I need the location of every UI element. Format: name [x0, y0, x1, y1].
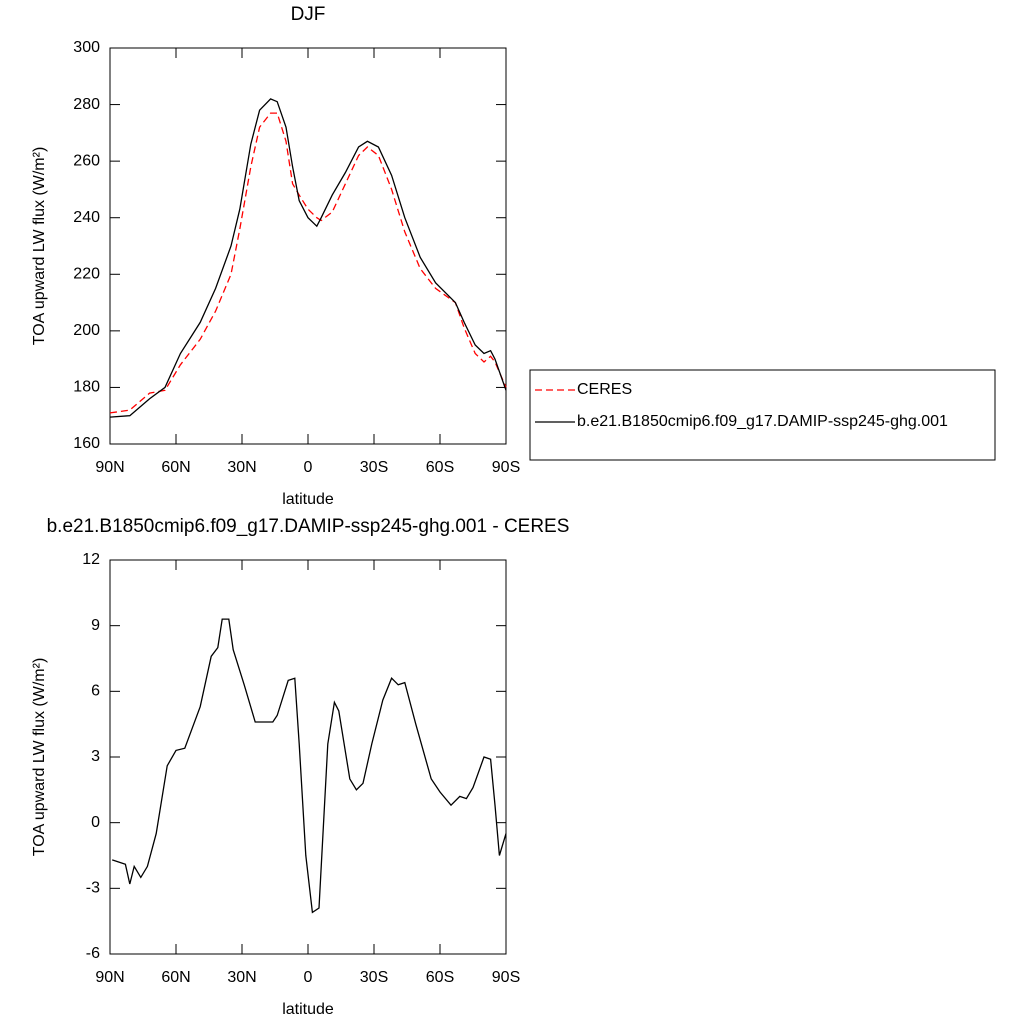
y-axis-label: TOA upward LW flux (W/m²)	[31, 658, 48, 857]
y-tick-label: 200	[73, 322, 100, 339]
y-tick-label: 3	[91, 748, 100, 765]
y-tick-label: 180	[73, 379, 100, 396]
chart-title: b.e21.B1850cmip6.f09_g17.DAMIP-ssp245-gh…	[47, 516, 570, 537]
legend-box	[529, 369, 996, 461]
series-line	[111, 618, 507, 914]
x-tick-label: 60S	[426, 969, 454, 986]
y-tick-label: 240	[73, 209, 100, 226]
y-tick-label: 12	[82, 551, 100, 568]
plot-frame	[109, 47, 507, 445]
legend-label: CERES	[577, 381, 632, 398]
x-tick-label: 90N	[95, 459, 124, 476]
y-tick-label: -3	[86, 880, 100, 897]
chart-title: DJF	[291, 4, 326, 25]
x-tick-label: 60N	[161, 459, 190, 476]
x-tick-label: 60N	[161, 969, 190, 986]
legend-label: b.e21.B1850cmip6.f09_g17.DAMIP-ssp245-gh…	[577, 413, 948, 430]
y-tick-label: 220	[73, 266, 100, 283]
x-tick-label: 90S	[492, 969, 520, 986]
y-axis-label: TOA upward LW flux (W/m²)	[31, 147, 48, 346]
x-axis-label: latitude	[282, 491, 334, 508]
x-tick-label: 30S	[360, 969, 388, 986]
y-tick-label: 260	[73, 152, 100, 169]
plot-frame	[109, 559, 507, 955]
x-tick-label: 30N	[227, 459, 256, 476]
x-tick-label: 30N	[227, 969, 256, 986]
y-tick-label: 9	[91, 617, 100, 634]
x-tick-label: 30S	[360, 459, 388, 476]
x-tick-label: 90N	[95, 969, 124, 986]
x-axis-label: latitude	[282, 1001, 334, 1018]
y-tick-label: -6	[86, 945, 100, 962]
y-tick-label: 300	[73, 39, 100, 56]
x-tick-label: 90S	[492, 459, 520, 476]
x-tick-label: 0	[304, 459, 313, 476]
y-tick-label: 0	[91, 814, 100, 831]
y-tick-label: 280	[73, 96, 100, 113]
y-tick-label: 160	[73, 435, 100, 452]
x-tick-label: 60S	[426, 459, 454, 476]
y-tick-label: 6	[91, 683, 100, 700]
x-tick-label: 0	[304, 969, 313, 986]
series-line	[109, 112, 507, 414]
series-line	[109, 98, 507, 418]
